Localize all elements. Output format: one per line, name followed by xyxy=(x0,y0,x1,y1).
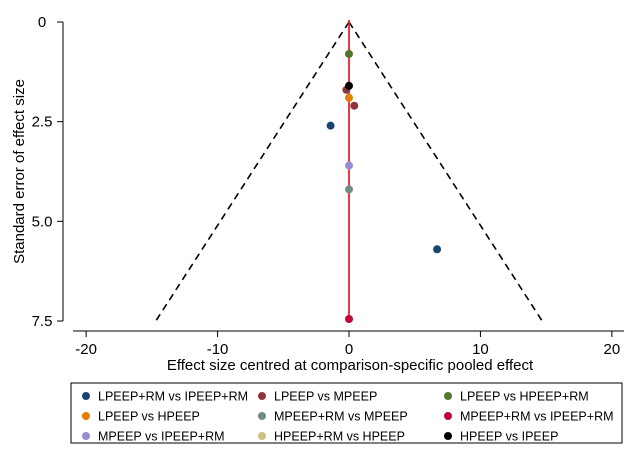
x-tick-label: -20 xyxy=(75,341,97,358)
y-tick-label: 2.5 xyxy=(32,114,53,131)
data-point xyxy=(345,49,353,58)
y-tick-label: 5.0 xyxy=(32,213,53,230)
legend-label: MPEEP+RM vs MPEEP xyxy=(274,410,408,424)
legend-label: LPEEP vs MPEEP xyxy=(274,390,377,404)
x-tick-label: 0 xyxy=(345,341,353,358)
legend-marker xyxy=(82,432,90,440)
y-axis-title: Standard error of effect size xyxy=(11,79,28,264)
funnel-left-line xyxy=(155,21,350,322)
legend-marker xyxy=(258,392,266,400)
data-point xyxy=(345,161,353,170)
legend-label: HPEEP vs IPEEP xyxy=(460,430,558,444)
legend-label: LPEEP vs HPEEP+RM xyxy=(460,390,589,404)
x-tick-label: 10 xyxy=(472,341,489,358)
legend-box xyxy=(70,382,623,444)
legend-marker xyxy=(444,392,452,400)
legend-marker xyxy=(258,432,266,440)
data-point xyxy=(345,315,353,324)
legend-label: MPEEP vs IPEEP+RM xyxy=(98,430,225,444)
legend-marker xyxy=(444,412,452,420)
y-tick-label: 0 xyxy=(38,14,46,31)
legend-label: LPEEP+RM vs IPEEP+RM xyxy=(98,390,248,404)
x-tick-label: 20 xyxy=(604,341,621,358)
data-point xyxy=(326,121,335,130)
legend-marker xyxy=(444,432,452,440)
data-point xyxy=(345,185,353,194)
data-point xyxy=(350,101,359,110)
legend-marker xyxy=(82,412,90,420)
legend-marker xyxy=(258,412,266,420)
x-axis-title: Effect size centred at comparison-specif… xyxy=(167,357,534,374)
funnel-right-line xyxy=(348,21,543,322)
data-point xyxy=(433,245,442,254)
data-point xyxy=(345,81,353,90)
legend-label: LPEEP vs HPEEP xyxy=(98,410,200,424)
legend-label: MPEEP+RM vs IPEEP+RM xyxy=(460,410,614,424)
legend-marker xyxy=(82,392,90,400)
x-tick-label: -10 xyxy=(207,341,229,358)
data-point xyxy=(345,93,353,102)
y-tick-label: 7.5 xyxy=(32,313,53,330)
legend-label: HPEEP+RM vs HPEEP xyxy=(274,430,405,444)
